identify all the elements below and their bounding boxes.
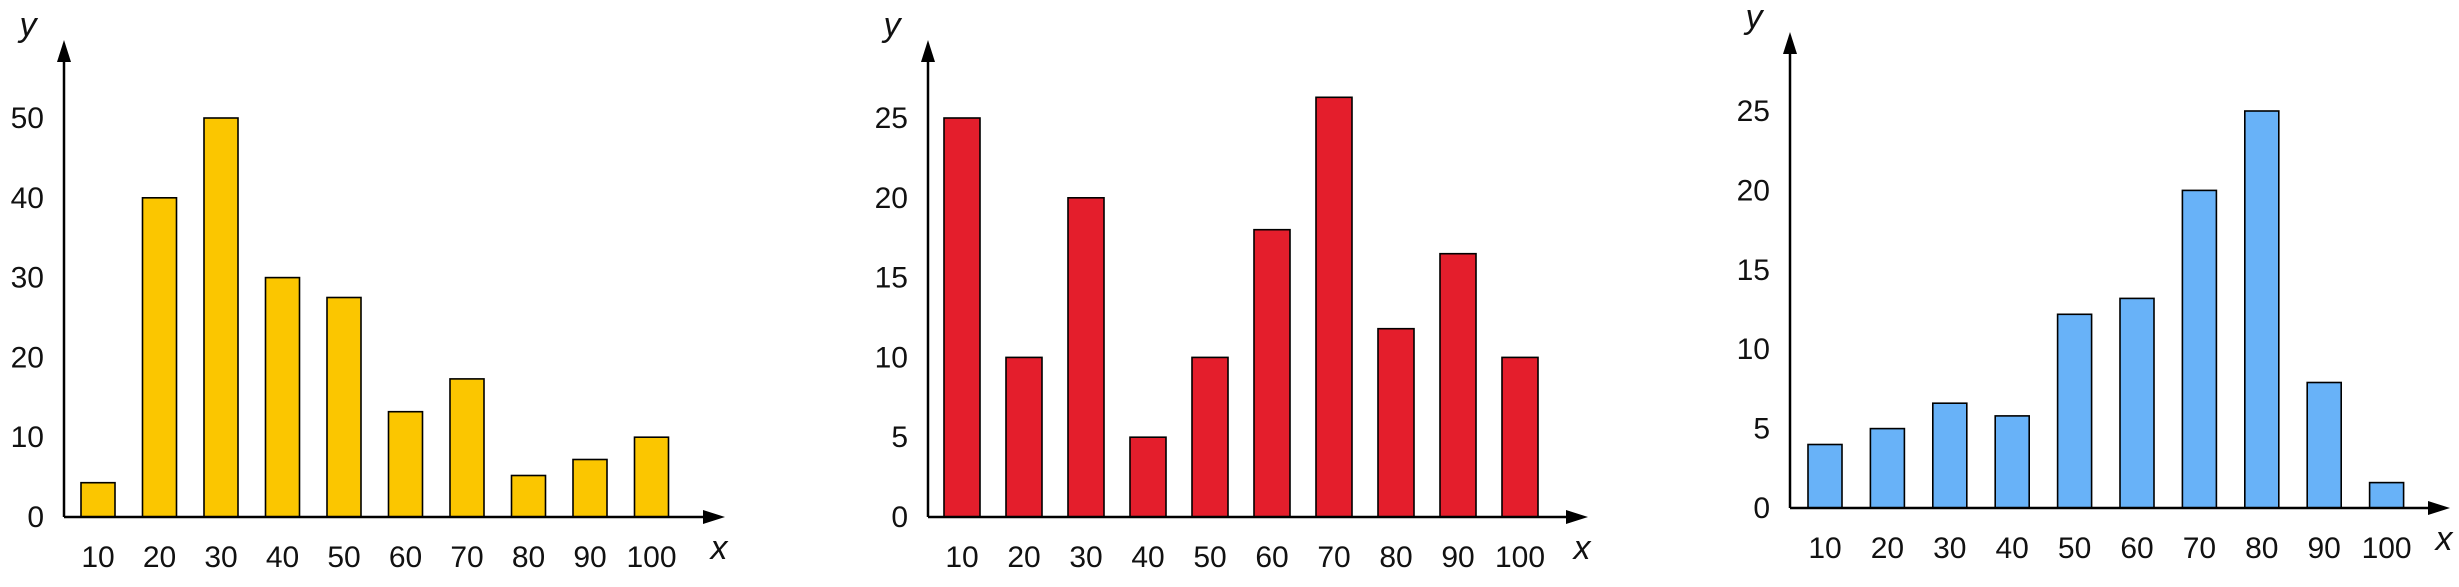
x-tick-label-70: 70 <box>2183 532 2216 565</box>
y-tick-label-20: 20 <box>875 182 908 215</box>
x-axis-arrow <box>1566 510 1588 524</box>
x-tick-label-60: 60 <box>389 541 422 574</box>
x-tick-label-100: 100 <box>1495 541 1545 574</box>
y-axis-arrow <box>57 40 71 62</box>
x-tick-label-30: 30 <box>1069 541 1102 574</box>
chart-2: 0 5 10 15 20 25 10 20 30 40 50 60 70 80 90 100 x y <box>875 6 1592 574</box>
y-tick-label-25: 25 <box>875 102 908 135</box>
y-tick-label-20: 20 <box>11 341 44 374</box>
bar-80 <box>1377 327 1415 518</box>
y-tick-label-50: 50 <box>11 102 44 135</box>
x-tick-label-20: 20 <box>1007 541 1040 574</box>
x-tick-label-30: 30 <box>1933 532 1966 565</box>
bar-30 <box>203 117 239 518</box>
x-tick-label-50: 50 <box>327 541 360 574</box>
y-tick-label-40: 40 <box>11 182 44 215</box>
y-tick-label-0: 0 <box>27 501 44 534</box>
bar-60 <box>1253 228 1291 518</box>
y-tick-label-0: 0 <box>1753 492 1770 525</box>
bar-70 <box>1315 96 1353 518</box>
chart-3: 0 5 10 15 20 25 10 20 30 40 50 60 70 80 90 100 x y <box>1737 0 2454 565</box>
x-tick-label-60: 60 <box>2120 532 2153 565</box>
y-tick-label-25: 25 <box>1737 95 1770 128</box>
bar-80 <box>2244 110 2280 509</box>
x-tick-label-40: 40 <box>1996 532 2029 565</box>
bar-70 <box>449 378 485 518</box>
y-tick-label-5: 5 <box>1753 413 1770 446</box>
y-tick-label-10: 10 <box>1737 333 1770 366</box>
y-tick-label-5: 5 <box>891 421 908 454</box>
bar-30 <box>1067 197 1105 518</box>
bar-20 <box>1005 356 1043 518</box>
y-tick-label-20: 20 <box>1737 174 1770 207</box>
x-tick-label-70: 70 <box>1317 541 1350 574</box>
bar-90 <box>2306 381 2342 509</box>
bar-50 <box>2056 313 2093 509</box>
y-axis-label: y <box>18 6 39 44</box>
x-axis-arrow <box>703 510 725 524</box>
x-tick-label-100: 100 <box>626 541 676 574</box>
x-tick-label-90: 90 <box>1441 541 1474 574</box>
y-axis-arrow <box>1783 32 1797 54</box>
y-tick-label-0: 0 <box>891 501 908 534</box>
x-tick-label-40: 40 <box>266 541 299 574</box>
x-tick-label-10: 10 <box>1808 532 1841 565</box>
x-tick-label-80: 80 <box>1379 541 1412 574</box>
bar-10 <box>943 117 981 518</box>
y-axis-label: y <box>1744 0 1765 36</box>
bar-90 <box>1439 252 1477 518</box>
bar-20 <box>1869 427 1906 509</box>
x-tick-label-80: 80 <box>512 541 545 574</box>
y-tick-label-30: 30 <box>11 262 44 295</box>
bar-100 <box>633 436 670 518</box>
y-tick-label-10: 10 <box>11 421 44 454</box>
x-axis-label: x <box>2434 520 2454 558</box>
x-tick-label-30: 30 <box>204 541 237 574</box>
bar-10 <box>1807 443 1843 509</box>
bar-10 <box>80 481 116 518</box>
bar-50 <box>326 296 362 518</box>
bar-40 <box>1129 436 1167 518</box>
bar-30 <box>1932 402 1968 509</box>
bar-40 <box>1994 415 2030 509</box>
y-tick-label-10: 10 <box>875 341 908 374</box>
bar-100 <box>2368 481 2405 509</box>
x-tick-label-20: 20 <box>1871 532 1904 565</box>
x-tick-label-10: 10 <box>945 541 978 574</box>
bar-60 <box>387 410 424 518</box>
bar-80 <box>510 474 547 518</box>
x-axis-label: x <box>1572 529 1592 567</box>
bar-40 <box>264 276 301 518</box>
x-tick-label-90: 90 <box>573 541 606 574</box>
chart-1: 0 10 20 30 40 50 10 20 30 40 50 60 70 80 90 100 x y <box>11 6 729 574</box>
x-axis-label: x <box>709 529 729 567</box>
x-tick-label-50: 50 <box>2058 532 2091 565</box>
x-tick-label-10: 10 <box>81 541 114 574</box>
y-axis-arrow <box>921 40 935 62</box>
x-tick-label-80: 80 <box>2245 532 2278 565</box>
x-tick-label-50: 50 <box>1193 541 1226 574</box>
x-tick-label-20: 20 <box>143 541 176 574</box>
x-tick-label-90: 90 <box>2308 532 2341 565</box>
x-tick-label-40: 40 <box>1131 541 1164 574</box>
bar-20 <box>141 197 178 518</box>
y-tick-label-15: 15 <box>1737 254 1770 287</box>
bar-70 <box>2181 189 2218 509</box>
x-tick-label-60: 60 <box>1255 541 1288 574</box>
bar-60 <box>2119 297 2155 509</box>
bar-90 <box>572 458 608 518</box>
y-axis-label: y <box>882 6 903 44</box>
x-tick-label-100: 100 <box>2362 532 2412 565</box>
bar-100 <box>1501 356 1539 518</box>
bar-50 <box>1191 356 1229 518</box>
x-tick-label-70: 70 <box>450 541 483 574</box>
x-axis-arrow <box>2428 501 2450 515</box>
y-tick-label-15: 15 <box>875 262 908 295</box>
